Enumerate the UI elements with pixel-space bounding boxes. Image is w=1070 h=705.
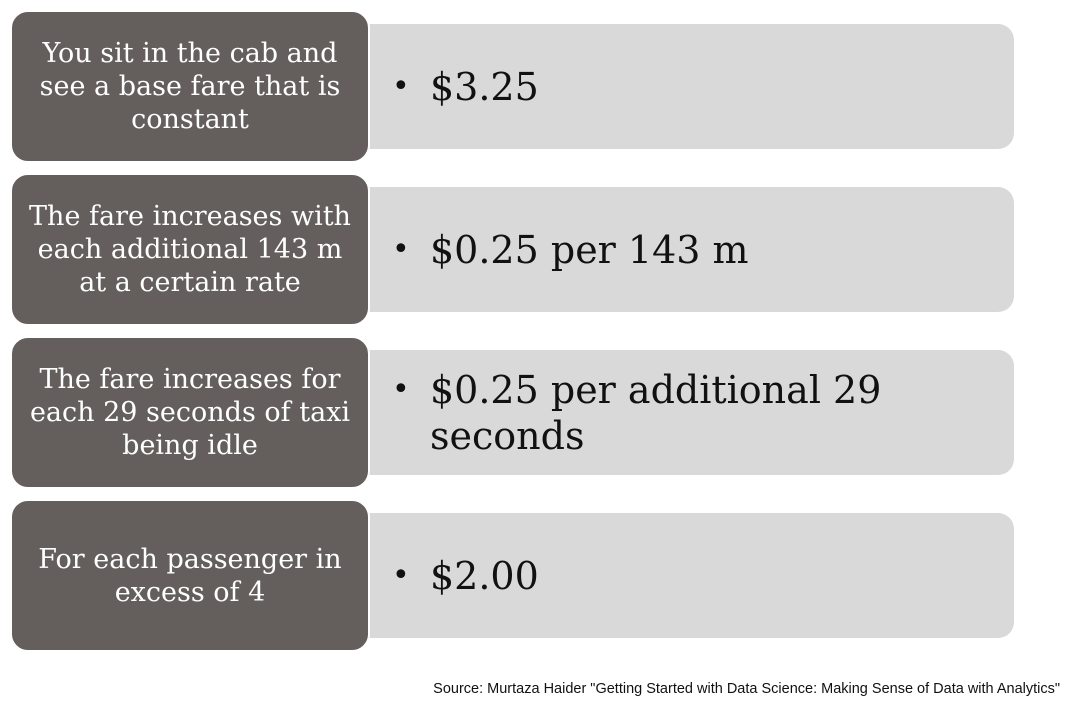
fare-detail-value: $3.25	[392, 64, 539, 110]
fare-detail-list: $3.25	[392, 64, 539, 110]
fare-detail-list: $2.00	[392, 553, 539, 599]
fare-label: The fare increases for each 29 seconds o…	[10, 336, 370, 489]
source-citation: Source: Murtaza Haider "Getting Started …	[433, 681, 1060, 697]
fare-detail-value: $2.00	[392, 553, 539, 599]
fare-row-idle-time: $0.25 per additional 29 seconds The fare…	[10, 336, 1014, 489]
fare-detail-box: $2.00	[340, 513, 1014, 638]
fare-row-base-fare: $3.25 You sit in the cab and see a base …	[10, 10, 1014, 163]
fare-detail-value: $0.25 per 143 m	[392, 227, 749, 273]
fare-row-distance: $0.25 per 143 m The fare increases with …	[10, 173, 1014, 326]
fare-detail-list: $0.25 per 143 m	[392, 227, 749, 273]
fare-detail-box: $0.25 per 143 m	[340, 187, 1014, 312]
fare-label: You sit in the cab and see a base fare t…	[10, 10, 370, 163]
fare-detail-value: $0.25 per additional 29 seconds	[392, 367, 994, 459]
fare-label: The fare increases with each additional …	[10, 173, 370, 326]
fare-label: For each passenger in excess of 4	[10, 499, 370, 652]
fare-detail-box: $0.25 per additional 29 seconds	[340, 350, 1014, 475]
fare-detail-list: $0.25 per additional 29 seconds	[392, 367, 994, 459]
fare-row-extra-passenger: $2.00 For each passenger in excess of 4	[10, 499, 1014, 652]
fare-detail-box: $3.25	[340, 24, 1014, 149]
